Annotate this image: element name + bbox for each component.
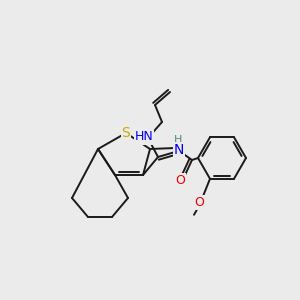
Text: O: O	[175, 173, 185, 187]
Text: N: N	[174, 143, 184, 157]
Text: S: S	[122, 126, 130, 140]
Text: O: O	[174, 146, 184, 158]
Text: H: H	[174, 135, 182, 145]
Text: O: O	[194, 196, 204, 209]
Text: HN: HN	[135, 130, 153, 143]
